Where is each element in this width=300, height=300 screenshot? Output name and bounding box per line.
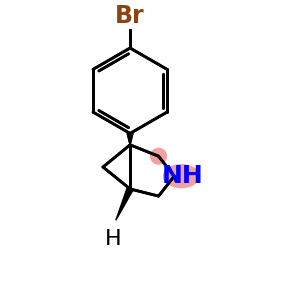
Text: NH: NH <box>162 164 204 188</box>
Ellipse shape <box>163 164 200 188</box>
Polygon shape <box>127 134 133 145</box>
Text: H: H <box>105 229 121 249</box>
Text: Br: Br <box>114 4 144 28</box>
Ellipse shape <box>150 148 167 165</box>
Polygon shape <box>116 188 133 220</box>
Polygon shape <box>127 134 133 145</box>
